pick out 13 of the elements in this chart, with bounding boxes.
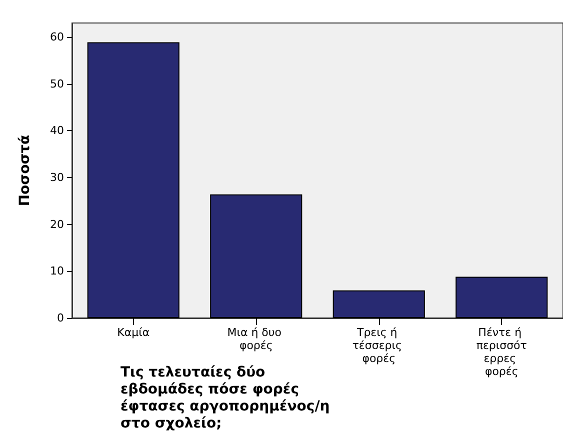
y-tick-label: 20 — [50, 218, 64, 231]
y-tick-label: 0 — [57, 312, 64, 324]
y-tick-label: 30 — [50, 171, 64, 184]
x-tick-label: Πέντε ή περισσότερρες φορές — [476, 326, 528, 378]
x-tick-label: Μια ή δυο φορές — [227, 326, 285, 352]
y-tick-label: 60 — [50, 30, 64, 44]
x-axis-title: Τις τελευταίες δύο εβδομάδες πόσε φορές έφτασες αργοπορημένος/η στο σχολείο; — [120, 364, 335, 432]
y-axis-title: Ποσοστά — [17, 134, 33, 206]
y-tick-label: 50 — [50, 77, 64, 90]
y-tick-label: 10 — [50, 264, 64, 278]
x-tick-label: Καμία — [117, 326, 150, 339]
y-tick-label: 40 — [50, 124, 64, 138]
x-tick-label: Τρεις ή τέσσερις φορές — [352, 326, 406, 365]
